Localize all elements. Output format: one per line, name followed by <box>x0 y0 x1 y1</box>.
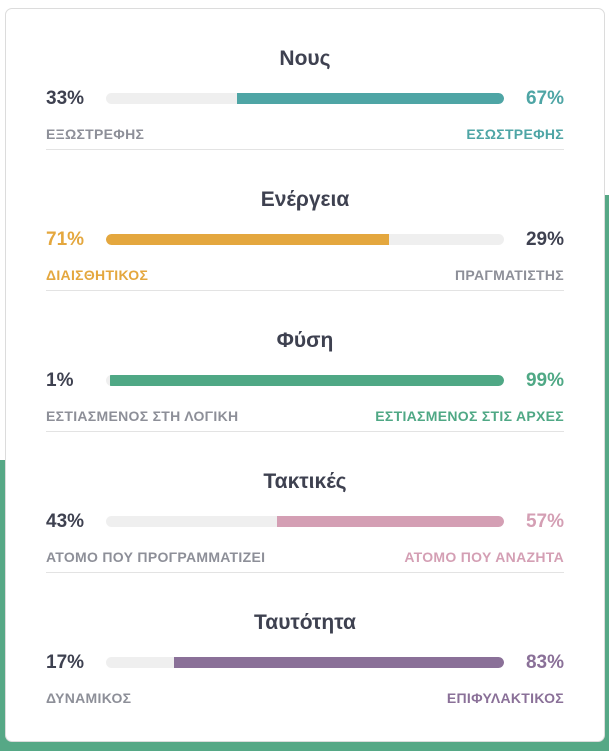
trait-bar <box>106 657 504 668</box>
trait-energy: Ενέργεια 71% 29% ΔΙΑΙΣΘΗΤΙΚΟΣ ΠΡΑΓΜΑΤΙΣΤ… <box>46 150 564 291</box>
trait-left-label: ΕΞΩΣΤΡΕΦΗΣ <box>46 126 145 142</box>
trait-bar-fill <box>237 93 504 104</box>
trait-bar <box>106 234 504 245</box>
trait-title: Ταυτότητα <box>254 611 356 634</box>
trait-right-percent: 57% <box>525 511 564 532</box>
trait-identity: Ταυτότητα 17% 83% ΔΥΝΑΜΙΚΟΣ ΕΠΙΦΥΛΑΚΤΙΚΟ… <box>46 573 564 714</box>
trait-left-percent: 1% <box>46 370 74 391</box>
trait-left-label: ΔΙΑΙΣΘΗΤΙΚΟΣ <box>46 267 149 283</box>
trait-bar <box>106 375 504 386</box>
trait-bar-fill <box>277 516 504 527</box>
trait-left-label: ΑΤΟΜΟ ΠΟΥ ΠΡΟΓΡΑΜΜΑΤΙΖΕΙ <box>46 549 266 565</box>
trait-title: Φύση <box>276 329 334 352</box>
trait-right-label: ΕΣΤΙΑΣΜΕΝΟΣ ΣΤΙΣ ΑΡΧΕΣ <box>375 408 564 424</box>
trait-left-label: ΕΣΤΙΑΣΜΕΝΟΣ ΣΤΗ ΛΟΓΙΚΗ <box>46 408 239 424</box>
trait-right-percent: 29% <box>525 229 564 250</box>
trait-bar <box>106 516 504 527</box>
trait-left-percent: 71% <box>46 229 85 250</box>
trait-bar-fill <box>106 234 389 245</box>
trait-bar-fill <box>109 375 504 386</box>
trait-left-percent: 43% <box>46 511 85 532</box>
trait-title: Ενέργεια <box>260 188 350 211</box>
trait-title: Τακτικές <box>263 470 347 493</box>
trait-nature: Φύση 1% 99% ΕΣΤΙΑΣΜΕΝΟΣ ΣΤΗ ΛΟΓΙΚΗ ΕΣΤΙΑ… <box>46 291 564 432</box>
trait-title: Νους <box>279 47 331 70</box>
trait-left-label: ΔΥΝΑΜΙΚΟΣ <box>46 690 132 706</box>
trait-right-percent: 83% <box>525 652 564 673</box>
trait-right-percent: 99% <box>525 370 564 391</box>
trait-bar-fill <box>173 657 504 668</box>
trait-bar <box>106 93 504 104</box>
trait-tactics: Τακτικές 43% 57% ΑΤΟΜΟ ΠΟΥ ΠΡΟΓΡΑΜΜΑΤΙΖΕ… <box>46 432 564 573</box>
trait-right-label: ΠΡΑΓΜΑΤΙΣΤΗΣ <box>454 267 564 283</box>
trait-right-label: ΕΣΩΣΤΡΕΦΗΣ <box>466 126 564 142</box>
trait-mind: Νους 33% 67% ΕΞΩΣΤΡΕΦΗΣ ΕΣΩΣΤΡΕΦΗΣ <box>46 9 564 150</box>
trait-right-percent: 67% <box>525 88 564 109</box>
personality-traits-card: Νους 33% 67% ΕΞΩΣΤΡΕΦΗΣ ΕΣΩΣΤΡΕΦΗΣ Ενέργ… <box>5 8 605 742</box>
trait-left-percent: 17% <box>46 652 85 673</box>
trait-right-label: ΕΠΙΦΥΛΑΚΤΙΚΟΣ <box>446 690 564 706</box>
trait-left-percent: 33% <box>46 88 85 109</box>
trait-right-label: ΑΤΟΜΟ ΠΟΥ ΑΝΑΖΗΤΑ <box>404 549 564 565</box>
